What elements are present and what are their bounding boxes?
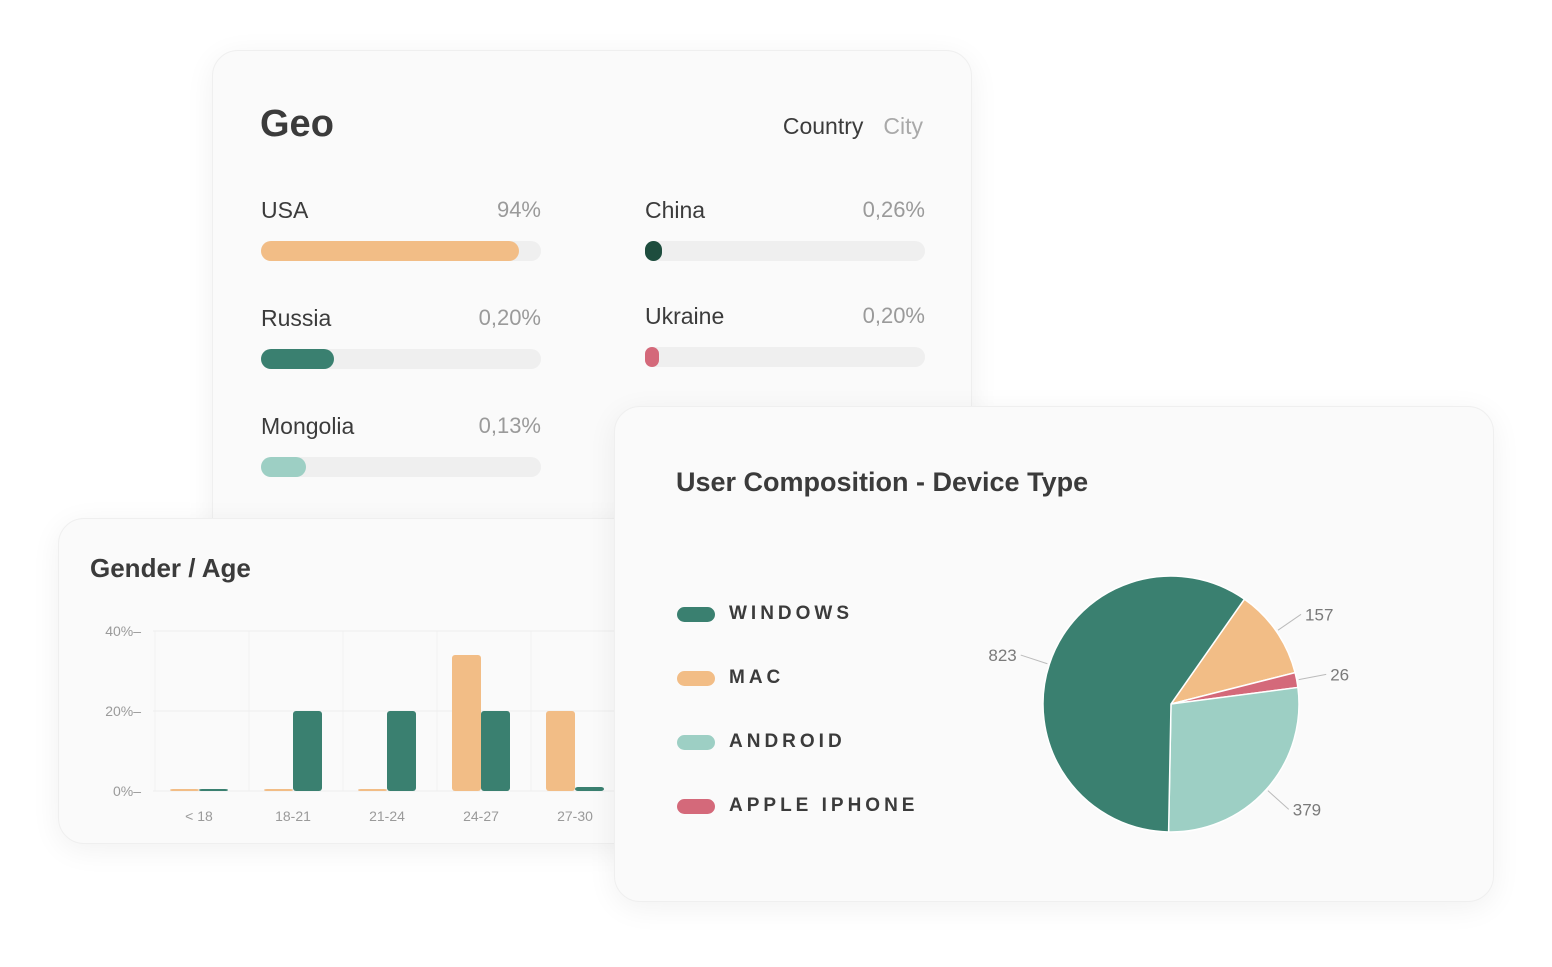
pie-leader-line xyxy=(1267,790,1290,810)
pie-leader-line xyxy=(1020,654,1048,665)
geo-card: Geo Country City USA 94% China 0,26% Rus… xyxy=(212,50,972,570)
legend-swatch xyxy=(677,607,715,622)
geo-item-label: Russia xyxy=(261,305,332,331)
bar xyxy=(170,789,199,791)
bar xyxy=(481,711,510,791)
x-tick-label: < 18 xyxy=(185,808,213,824)
legend-label: APPLE IPHONE xyxy=(729,795,919,816)
x-tick-label: 21-24 xyxy=(369,808,405,824)
pie-data-label: 379 xyxy=(1293,800,1321,819)
geo-progress-track xyxy=(645,241,925,261)
pie-data-label: 823 xyxy=(988,646,1016,665)
geo-item-label: USA xyxy=(261,197,309,223)
geo-progress-fill xyxy=(261,349,334,369)
legend-label: WINDOWS xyxy=(729,603,854,624)
gender-age-title: Gender / Age xyxy=(90,553,251,583)
pie-slice xyxy=(1169,598,1297,706)
bar xyxy=(358,789,387,791)
device-type-card: User Composition - Device Type WINDOWS M… xyxy=(614,406,1494,902)
x-tick-label: 24-27 xyxy=(463,808,499,824)
geo-item-value: 0,20% xyxy=(862,303,925,328)
legend-swatch xyxy=(677,735,715,750)
geo-progress-track xyxy=(261,349,541,369)
geo-progress-track xyxy=(261,457,541,477)
legend-swatch xyxy=(677,799,715,814)
gender-age-bar-chart: 0%– 20%– 40%– < 18 18-21 21-24 24-27 27-30 xyxy=(105,623,679,824)
pie-slice xyxy=(1042,575,1246,833)
y-tick-label: 40%– xyxy=(105,623,141,639)
device-type-title: User Composition - Device Type xyxy=(676,467,1089,497)
tab-city[interactable]: City xyxy=(883,113,923,139)
legend-label: MAC xyxy=(729,667,785,688)
legend-swatch xyxy=(677,671,715,686)
y-tick-label: 0%– xyxy=(113,783,141,799)
pie-leader-line xyxy=(1298,673,1327,681)
bar xyxy=(575,787,604,791)
pie-leader-line xyxy=(1277,613,1302,631)
geo-item-value: 0,26% xyxy=(862,197,925,222)
geo-title: Geo xyxy=(260,103,334,145)
pie-data-label: 157 xyxy=(1305,605,1333,624)
geo-item-label: Mongolia xyxy=(261,413,355,439)
bar xyxy=(264,789,293,791)
geo-tabs: Country City xyxy=(783,113,923,140)
geo-item-value: 0,20% xyxy=(478,305,541,330)
geo-progress-fill xyxy=(261,457,306,477)
bar xyxy=(452,655,481,791)
bar xyxy=(199,789,228,791)
geo-item-label: China xyxy=(645,197,706,223)
tab-country[interactable]: Country xyxy=(782,113,864,139)
bar xyxy=(546,711,575,791)
x-tick-label: 27-30 xyxy=(557,808,593,824)
pie-data-label: 26 xyxy=(1330,665,1349,684)
device-pie-chart: 157 26 379 823 xyxy=(988,575,1349,833)
x-tick-label: 18-21 xyxy=(275,808,311,824)
bar xyxy=(293,711,322,791)
geo-progress-fill xyxy=(645,347,659,367)
geo-item-value: 0,13% xyxy=(478,413,541,438)
geo-progress-fill xyxy=(261,241,519,261)
pie-slice xyxy=(1167,686,1300,833)
gender-age-card: Gender / Age 0%– 20%– 40%– < 18 18-21 21-24 24… xyxy=(58,518,679,844)
bar xyxy=(387,711,416,791)
legend-label: ANDROID xyxy=(729,731,846,752)
y-tick-label: 20%– xyxy=(105,703,141,719)
geo-progress-track xyxy=(645,347,925,367)
geo-progress-fill xyxy=(645,241,662,261)
geo-progress-track xyxy=(261,241,541,261)
geo-item-value: 94% xyxy=(496,197,541,222)
geo-item-label: Ukraine xyxy=(645,303,725,329)
